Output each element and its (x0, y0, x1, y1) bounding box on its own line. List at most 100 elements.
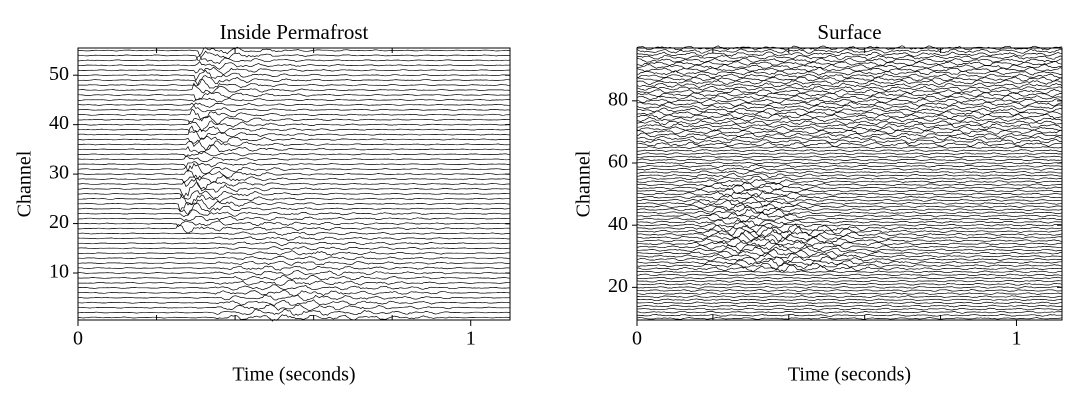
chart-title: Inside Permafrost (220, 20, 369, 44)
trace (78, 161, 511, 168)
trace (77, 66, 511, 76)
trace (77, 314, 511, 322)
y-tick-label: 60 (608, 151, 628, 173)
trace (77, 104, 511, 113)
trace (636, 276, 1063, 280)
trace (636, 219, 1063, 227)
trace (77, 61, 511, 70)
trace (636, 70, 1063, 76)
trace (77, 209, 511, 218)
trace (637, 270, 1063, 274)
trace (77, 46, 510, 57)
y-tick-label: 50 (49, 63, 69, 85)
trace (78, 198, 511, 213)
trace (78, 279, 511, 286)
y-axis-label: Channel (573, 150, 595, 217)
trace (636, 149, 1063, 152)
trace (78, 220, 511, 227)
trace (636, 298, 1063, 302)
trace (636, 104, 1063, 110)
trace (636, 126, 1063, 132)
trace (636, 211, 1063, 220)
trace (77, 108, 511, 122)
trace (77, 216, 511, 222)
trace (636, 146, 1062, 149)
axes-frame (636, 47, 1063, 321)
trace (636, 73, 1063, 79)
trace (636, 255, 1063, 264)
trace (636, 138, 1063, 144)
trace (637, 63, 1063, 70)
trace (636, 82, 1063, 88)
trace (77, 250, 511, 256)
trace (636, 310, 1063, 314)
trace (78, 299, 511, 306)
trace (636, 190, 1063, 198)
trace (636, 117, 1063, 123)
trace (636, 304, 1063, 308)
trace (636, 233, 1063, 243)
trace (636, 167, 1063, 172)
trace (637, 264, 1063, 273)
trace (637, 229, 1063, 240)
x-tick-label: 1 (1011, 328, 1021, 350)
trace (636, 48, 1063, 54)
trace (77, 275, 511, 281)
trace (636, 101, 1063, 107)
trace (636, 60, 1063, 66)
trace (636, 301, 1063, 305)
trace (636, 215, 1063, 223)
trace (77, 289, 511, 297)
trace (77, 190, 511, 200)
trace (77, 269, 510, 276)
trace (77, 174, 511, 184)
y-axis-label: Channel (14, 150, 36, 217)
trace (77, 120, 511, 133)
trace (636, 135, 1063, 141)
trace (77, 50, 511, 61)
trace (636, 95, 1063, 101)
y-tick-label: 40 (608, 213, 628, 235)
trace (78, 78, 510, 89)
trace (636, 262, 1063, 270)
trace (636, 158, 1063, 162)
trace (77, 224, 511, 234)
trace (637, 292, 1063, 295)
trace (636, 243, 1063, 251)
trace (636, 279, 1062, 283)
trace (77, 75, 511, 86)
trace (637, 246, 1063, 254)
trace (636, 51, 1063, 57)
trace (78, 139, 511, 151)
trace (636, 238, 1063, 248)
trace (637, 181, 1063, 188)
trace (77, 55, 511, 65)
trace (636, 67, 1063, 73)
trace (77, 246, 511, 251)
y-tick-label: 80 (608, 88, 628, 110)
trace (636, 152, 1063, 156)
panel: Surface Time (seconds) Channel 0 1 20 40 60 80 (573, 20, 1063, 386)
trace (77, 136, 510, 148)
trace (77, 182, 511, 198)
x-tick-label: 1 (466, 328, 476, 350)
trace (636, 179, 1062, 184)
x-axis-label: Time (seconds) (232, 364, 355, 386)
trace (636, 295, 1063, 299)
trace (636, 199, 1063, 208)
trace (77, 241, 510, 247)
trace (77, 202, 510, 216)
trace (636, 286, 1063, 289)
trace (636, 185, 1063, 191)
trace (636, 204, 1063, 213)
trace (636, 236, 1063, 244)
trace (636, 107, 1063, 113)
y-tick-label: 20 (49, 211, 69, 233)
chart-title: Surface (817, 20, 881, 44)
trace (636, 193, 1063, 201)
trace (77, 69, 511, 82)
trace (77, 236, 511, 242)
panel: Inside Permafrost Time (seconds) Channel 0 1… (14, 20, 511, 386)
trace (78, 115, 511, 125)
trace (636, 227, 1062, 237)
